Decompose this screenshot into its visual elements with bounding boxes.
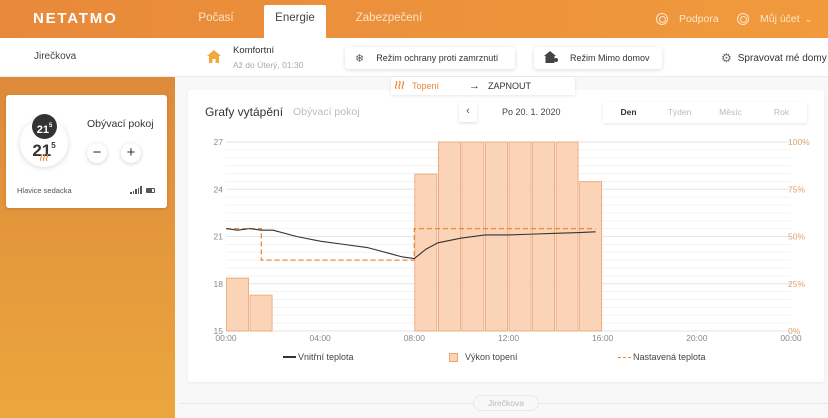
room-name: Obývací pokoj	[87, 118, 154, 130]
svg-text:04:00: 04:00	[310, 333, 332, 343]
legend-set-temp[interactable]: Nastavená teplota	[618, 352, 706, 362]
tab-pocasi[interactable]: Počasí	[198, 12, 234, 24]
heating-chart-card: Grafy vytápění Obývací pokoj ‹ Po 20. 1.…	[188, 90, 824, 382]
svg-text:75%: 75%	[788, 184, 805, 194]
dashed-line-icon	[618, 356, 631, 358]
legend-inside-temp[interactable]: Vnitřní teplota	[283, 352, 354, 362]
tab-mesic[interactable]: Měsíc	[719, 107, 742, 117]
svg-text:24: 24	[214, 184, 224, 194]
svg-text:100%: 100%	[788, 137, 810, 147]
tab-rok[interactable]: Rok	[773, 107, 790, 117]
rooms-sidebar: 215 215 Obývací pokoj − + Hlavice sedack…	[0, 77, 175, 418]
square-swatch-icon	[449, 352, 458, 362]
away-house-icon	[544, 50, 558, 66]
chart-room-name: Obývací pokoj	[293, 106, 360, 118]
svg-text:50%: 50%	[788, 232, 805, 242]
chevron-down-icon: ⌄	[804, 13, 813, 24]
decrease-temperature-button[interactable]: −	[87, 143, 107, 163]
support-label: Podpora	[679, 13, 719, 25]
snowflake-icon: ❄	[355, 52, 365, 65]
heating-label: Topení	[412, 81, 440, 91]
turn-on-action[interactable]: ZAPNOUT	[488, 81, 532, 91]
arrow-right-icon: →	[469, 80, 481, 92]
svg-text:18: 18	[214, 279, 224, 289]
legend-heating-power[interactable]: Výkon topení	[449, 352, 518, 362]
away-mode-label: Režim Mimo domov	[570, 53, 650, 63]
svg-text:15: 15	[214, 326, 224, 336]
setpoint-badge: 215	[32, 114, 57, 139]
svg-text:0%: 0%	[788, 326, 801, 336]
frost-protection-button[interactable]: ❄ Režim ochrany proti zamrznutí	[345, 47, 515, 69]
account-menu[interactable]: Můj účet ⌄	[737, 0, 812, 38]
away-mode-button[interactable]: Režim Mimo domov	[534, 47, 662, 69]
home-toolbar: Jirečkova Komfortní Až do Úterý, 01:30 ❄…	[0, 38, 828, 77]
heating-toggle[interactable]: Topení → ZAPNOUT	[391, 77, 575, 95]
valve-name: Hlavice sedacka	[17, 186, 72, 195]
heating-chart: 15 18 21 24 27 0% 25% 50% 75% 100% 00:00 04:00 08:00…	[214, 137, 811, 343]
room-card[interactable]: 215 215 Obývací pokoj − + Hlavice sedack…	[6, 95, 167, 208]
mode-subtitle: Až do Úterý, 01:30	[233, 60, 304, 70]
svg-text:00:00: 00:00	[215, 333, 237, 343]
top-navigation-bar: NETATMO Počasí Energie Zabezpečení Podpo…	[0, 0, 828, 38]
chart-title: Grafy vytápění	[205, 105, 284, 119]
frost-protection-label: Režim ochrany proti zamrznutí	[376, 53, 499, 63]
home-pill[interactable]: Jirečkova	[473, 395, 539, 411]
tab-den[interactable]: Den	[620, 107, 637, 117]
svg-text:21: 21	[214, 232, 224, 242]
period-tabs: Den Týden Měsíc Rok	[603, 102, 807, 123]
chart-date: Po 20. 1. 2020	[502, 107, 561, 117]
increase-temperature-button[interactable]: +	[121, 143, 141, 163]
home-name[interactable]: Jirečkova	[34, 51, 77, 62]
solid-line-icon	[283, 356, 296, 358]
gear-icon: ⚙	[721, 51, 732, 65]
support-link[interactable]: Podpora	[656, 0, 719, 38]
manage-homes-link[interactable]: ⚙ Spravovat mé domy	[721, 51, 827, 65]
svg-text:00:00: 00:00	[780, 333, 802, 343]
svg-text:25%: 25%	[788, 279, 805, 289]
tab-tyden[interactable]: Týden	[667, 107, 692, 117]
previous-day-button[interactable]: ‹	[459, 102, 477, 122]
svg-text:27: 27	[214, 137, 224, 147]
lifebuoy-icon	[656, 13, 668, 25]
heat-waves-icon	[394, 80, 405, 91]
svg-text:16:00: 16:00	[592, 333, 614, 343]
tab-zabezpeceni[interactable]: Zabezpečení	[355, 12, 423, 24]
svg-text:20:00: 20:00	[686, 333, 708, 343]
current-temperature: 215	[32, 141, 56, 160]
home-icon	[207, 50, 221, 64]
signal-icon	[130, 186, 142, 194]
netatmo-logo[interactable]: NETATMO	[33, 10, 118, 27]
manage-homes-label: Spravovat mé domy	[737, 52, 827, 64]
user-icon	[737, 13, 749, 25]
svg-text:08:00: 08:00	[404, 333, 426, 343]
mode-title: Komfortní	[233, 45, 275, 56]
tab-energie[interactable]: Energie	[264, 5, 326, 38]
heat-waves-icon	[20, 153, 68, 163]
account-label: Můj účet	[760, 13, 800, 25]
battery-icon	[146, 188, 155, 193]
svg-text:12:00: 12:00	[498, 333, 520, 343]
